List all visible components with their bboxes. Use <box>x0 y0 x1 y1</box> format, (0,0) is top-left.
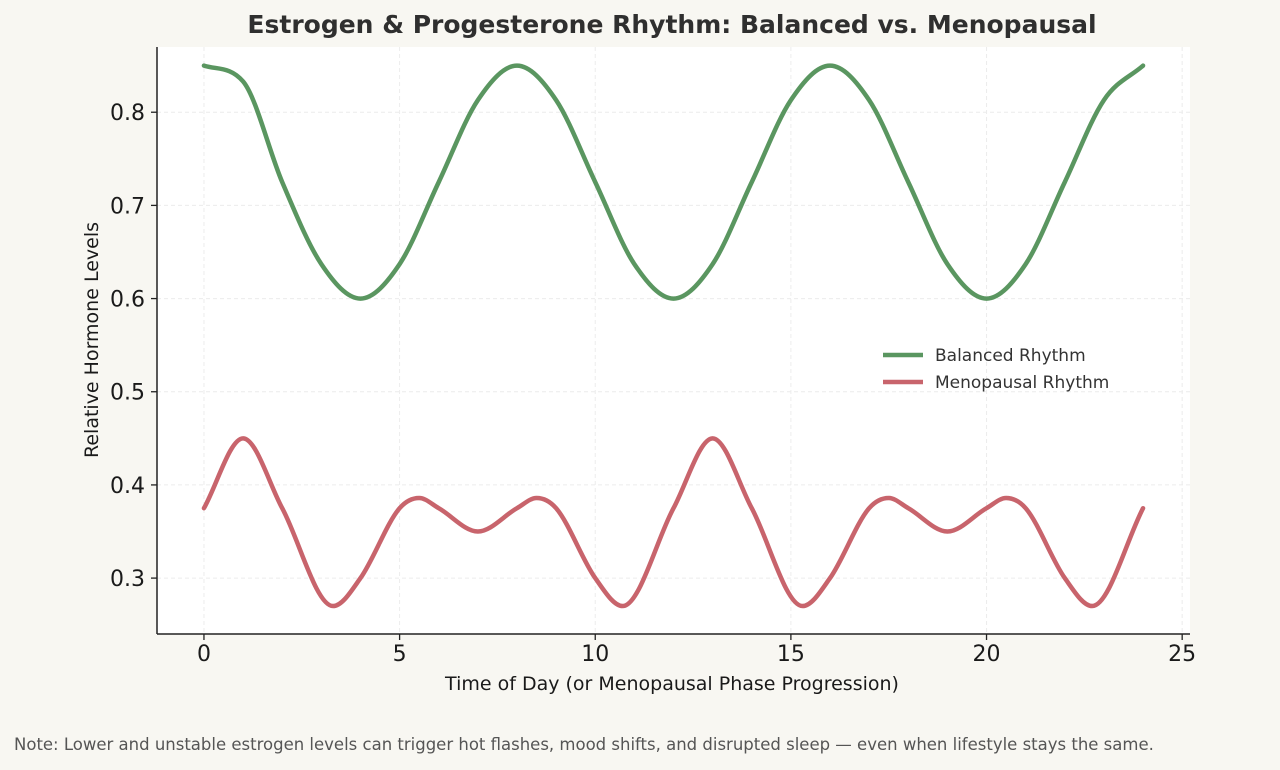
y-tick-label: 0.3 <box>110 567 145 592</box>
x-axis-label: Time of Day (or Menopausal Phase Progres… <box>444 673 899 695</box>
footnote: Note: Lower and unstable estrogen levels… <box>14 735 1154 754</box>
y-tick-label: 0.7 <box>110 194 145 219</box>
y-tick-label: 0.4 <box>110 474 145 499</box>
ticks: 0 5 10 15 20 25 0.3 0.4 0.5 0.6 0.7 0.8 <box>110 101 1196 667</box>
y-axis-label: Relative Hormone Levels <box>81 222 103 458</box>
x-tick-label: 15 <box>777 642 805 667</box>
plot-area <box>157 47 1190 634</box>
x-tick-label: 0 <box>197 642 211 667</box>
x-tick-label: 25 <box>1168 642 1196 667</box>
y-tick-label: 0.6 <box>110 288 145 313</box>
legend: Balanced Rhythm Menopausal Rhythm <box>883 346 1109 393</box>
series-line-balanced <box>201 63 1146 301</box>
chart-title: Estrogen & Progesterone Rhythm: Balanced… <box>247 10 1096 39</box>
x-tick-label: 10 <box>581 642 609 667</box>
legend-label-balanced: Balanced Rhythm <box>935 346 1086 366</box>
x-tick-label: 5 <box>393 642 407 667</box>
y-tick-label: 0.5 <box>110 381 145 406</box>
legend-label-menopausal: Menopausal Rhythm <box>935 373 1109 393</box>
series-line-menopausal <box>201 436 1146 609</box>
y-tick-label: 0.8 <box>110 101 145 126</box>
x-tick-label: 20 <box>973 642 1001 667</box>
series-layer <box>201 63 1146 609</box>
